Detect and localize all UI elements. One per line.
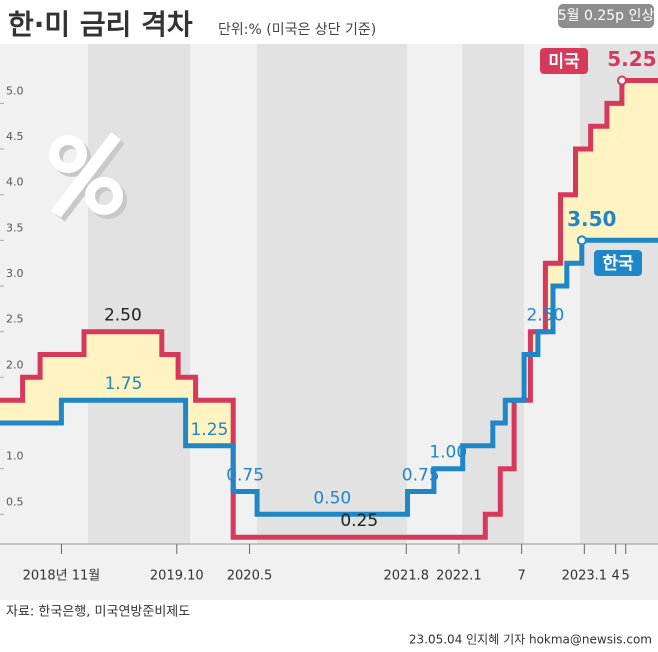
value-label: 0.75: [402, 465, 440, 485]
value-label: 2.50: [104, 306, 142, 326]
x-tick-label: 5: [622, 569, 630, 584]
band: [257, 44, 407, 544]
step-line: [0, 237, 658, 517]
x-tick-label: 7: [517, 569, 525, 584]
x-tick-label: 2021.8: [384, 569, 430, 584]
value-label: 1.00: [429, 443, 467, 463]
value-label: 0.75: [226, 465, 264, 485]
source: 자료: 한국은행, 미국연방준비제도: [6, 604, 190, 620]
end-dot: [576, 235, 587, 246]
band: [88, 44, 190, 544]
y-tick-label: 2.5: [6, 313, 24, 326]
chart-title: 한·미 금리 격차: [8, 8, 193, 41]
value-label: 1.25: [190, 420, 228, 440]
value-label: 3.50: [567, 207, 616, 231]
credit: 23.05.04 인지혜 기자 hokma@newsis.com: [409, 633, 652, 647]
legend-label: 한국: [602, 254, 634, 274]
x-tick-label: 2020.5: [227, 569, 273, 584]
value-label: 5.25: [607, 47, 656, 71]
y-tick-label: 1.0: [6, 450, 24, 463]
value-label: 0.50: [313, 488, 351, 508]
x-tick-label: 2023.1: [562, 569, 608, 584]
end-dot: [616, 75, 627, 86]
value-label: 1.75: [105, 374, 143, 394]
y-tick-label: 0.5: [6, 495, 24, 508]
annotation: 5월 0.25p 인상: [558, 8, 655, 24]
y-tick-label: 3.0: [6, 267, 24, 280]
annotation-box: [558, 4, 654, 28]
value-label: 2.50: [527, 306, 565, 326]
percent-icon: [49, 132, 127, 222]
subtitle: 단위:% (미국은 상단 기준): [218, 22, 376, 38]
y-tick-label: 4.0: [6, 176, 24, 189]
value-label: 0.25: [340, 511, 378, 531]
legend-box: [540, 48, 588, 74]
x-tick-label: 4: [612, 569, 620, 584]
legend-box: [594, 250, 642, 276]
x-tick-label: 2019.10: [150, 569, 204, 584]
x-tick-label: 2018년 11월: [23, 569, 101, 584]
legend-label: 미국: [548, 52, 580, 72]
x-tick-label: 2022.1: [436, 569, 482, 584]
y-tick-label: 5.0: [6, 84, 24, 97]
y-tick-label: 3.5: [6, 221, 24, 234]
y-tick-label: 4.5: [6, 130, 24, 143]
y-tick-label: 2.0: [6, 358, 24, 371]
step-line: [0, 78, 658, 540]
